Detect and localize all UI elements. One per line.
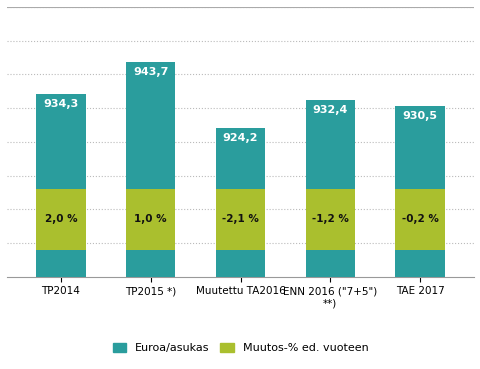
Bar (395, 189, 444, 250)
Text: 932,4: 932,4 (312, 105, 348, 115)
Legend: Euroa/asukas, Muutos-% ed. vuoteen: Euroa/asukas, Muutos-% ed. vuoteen (108, 338, 372, 358)
Bar (216, 189, 264, 250)
Bar (305, 189, 354, 250)
Text: 1,0 %: 1,0 % (134, 214, 167, 224)
Bar (126, 62, 175, 277)
Bar (395, 106, 444, 277)
Text: 924,2: 924,2 (222, 133, 258, 143)
Text: 943,7: 943,7 (132, 67, 168, 77)
Bar (305, 100, 354, 277)
Bar (36, 94, 85, 277)
Text: 2,0 %: 2,0 % (45, 214, 77, 224)
Bar (126, 189, 175, 250)
Bar (216, 128, 264, 277)
Text: -0,2 %: -0,2 % (401, 214, 438, 224)
Text: -1,2 %: -1,2 % (311, 214, 348, 224)
Text: 930,5: 930,5 (402, 111, 437, 121)
Bar (36, 189, 85, 250)
Text: -2,1 %: -2,1 % (222, 214, 258, 224)
Text: 934,3: 934,3 (43, 99, 78, 108)
